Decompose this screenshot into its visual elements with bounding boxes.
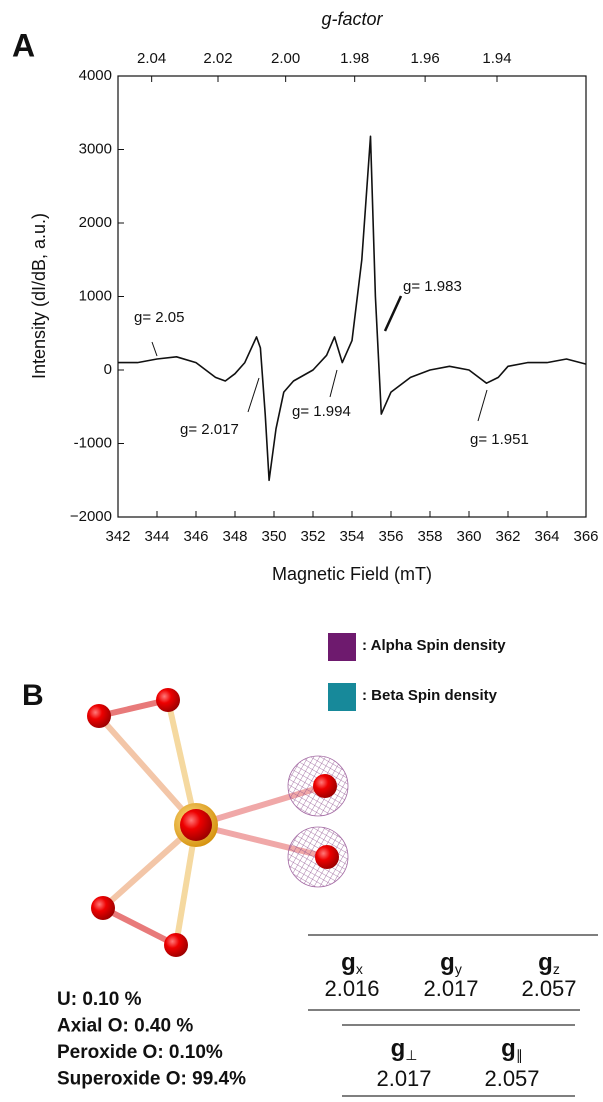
table-value: 2.057 <box>484 1066 539 1091</box>
table-header: g∥ <box>501 1035 523 1062</box>
panel-label: A <box>12 27 35 63</box>
x2-tick-label: 1.96 <box>411 50 440 67</box>
header-subscript: y <box>455 961 462 977</box>
annotation-pointer <box>151 341 158 357</box>
x2-tick-label: 2.00 <box>271 50 300 67</box>
table-header: gz <box>538 949 560 976</box>
y-tick-label: 1000 <box>79 287 112 304</box>
legend-label: : Beta Spin density <box>362 687 498 704</box>
header-symbol: g <box>538 949 553 976</box>
header-subscript: ⊥ <box>405 1047 417 1063</box>
x-tick-label: 366 <box>573 528 598 545</box>
x2-tick-label: 2.04 <box>137 50 166 67</box>
composition-line: Peroxide O: 0.10% <box>57 1042 223 1063</box>
x-tick-label: 360 <box>456 528 481 545</box>
atom <box>91 896 115 920</box>
header-symbol: g <box>440 949 455 976</box>
annotation: g= 1.951 <box>470 431 529 448</box>
annotation-pointer <box>383 295 403 332</box>
x-tick-label: 362 <box>495 528 520 545</box>
header-subscript: ∥ <box>516 1047 523 1063</box>
table-value: 2.057 <box>521 976 576 1001</box>
x-tick-label: 342 <box>105 528 130 545</box>
x-tick-label: 352 <box>300 528 325 545</box>
composition-line: Superoxide O: 99.4% <box>57 1069 246 1090</box>
x2-axis-label: g-factor <box>321 9 383 29</box>
table-value: 2.017 <box>376 1066 431 1091</box>
atom <box>315 845 339 869</box>
annotation: g= 1.994 <box>292 403 351 420</box>
bond <box>96 713 199 828</box>
annotation-pointer <box>477 389 488 422</box>
panel-label: B <box>22 679 44 712</box>
molecule <box>87 688 349 957</box>
header-symbol: g <box>341 949 356 976</box>
x-tick-label: 356 <box>378 528 403 545</box>
atom <box>156 688 180 712</box>
table-header: g⊥ <box>391 1035 418 1062</box>
annotation: g= 2.05 <box>134 309 184 326</box>
annotation-pointer <box>329 369 338 398</box>
plot-frame <box>117 75 587 518</box>
y-tick-label: 2000 <box>79 214 112 231</box>
table-header: gx <box>341 949 363 976</box>
bond <box>100 905 179 948</box>
x-tick-label: 344 <box>144 528 169 545</box>
x2-tick-label: 1.94 <box>482 50 511 67</box>
x2-tick-label: 1.98 <box>340 50 369 67</box>
x2-tick-label: 2.02 <box>203 50 232 67</box>
y-tick-label: -1000 <box>74 434 112 451</box>
legend-label: : Alpha Spin density <box>362 637 506 654</box>
table-header: gy <box>440 949 462 976</box>
y-tick-label: 0 <box>104 361 112 378</box>
header-subscript: z <box>553 961 560 977</box>
atom <box>180 809 212 841</box>
y-tick-label: 3000 <box>79 140 112 157</box>
header-symbol: g <box>501 1035 516 1062</box>
composition-line: U: 0.10 % <box>57 989 142 1010</box>
legend-swatch <box>328 633 356 661</box>
y-axis-label: Intensity (dI/dB, a.u.) <box>29 213 49 379</box>
spectrum-line <box>118 135 587 482</box>
table-value: 2.017 <box>423 976 478 1001</box>
x-tick-label: 348 <box>222 528 247 545</box>
x-tick-label: 364 <box>534 528 559 545</box>
annotation: g= 1.983 <box>403 278 462 295</box>
annotation: g= 2.017 <box>180 421 239 438</box>
header-subscript: x <box>356 961 363 977</box>
header-symbol: g <box>391 1035 406 1062</box>
legend-swatch <box>328 683 356 711</box>
y-tick-label: 4000 <box>79 67 112 84</box>
atom <box>87 704 111 728</box>
composition-line: Axial O: 0.40 % <box>57 1016 193 1037</box>
y-tick-label: −2000 <box>70 508 112 525</box>
x-tick-label: 350 <box>261 528 286 545</box>
x-tick-label: 354 <box>339 528 364 545</box>
x-tick-label: 346 <box>183 528 208 545</box>
x-tick-label: 358 <box>417 528 442 545</box>
atom <box>164 933 188 957</box>
annotation-pointer <box>247 377 260 413</box>
x-axis-label: Magnetic Field (mT) <box>272 564 432 584</box>
atom <box>313 774 337 798</box>
table-value: 2.016 <box>324 976 379 1001</box>
